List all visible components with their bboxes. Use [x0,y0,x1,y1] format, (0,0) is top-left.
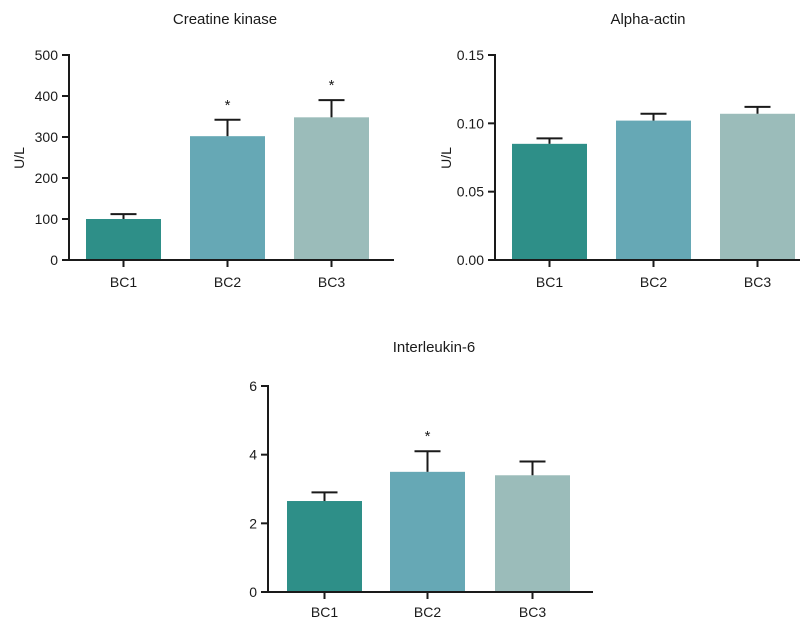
x-tick-label: BC1 [311,604,338,620]
y-tick-label: 200 [35,170,59,186]
y-tick-label: 0.00 [457,252,484,268]
x-tick-label: BC3 [318,274,345,290]
x-tick-label: BC2 [214,274,241,290]
y-tick-label: 6 [249,378,257,394]
bar-bc3 [294,117,369,260]
x-tick-label: BC3 [744,274,771,290]
x-tick-label: BC3 [519,604,546,620]
bar-bc2 [616,120,691,260]
x-tick-label: BC1 [110,274,137,290]
bar-bc1 [512,143,587,260]
y-tick-label: 100 [35,211,59,227]
y-axis-label: U/L [11,147,27,169]
bar-bc3 [495,475,570,592]
y-tick-label: 400 [35,88,59,104]
y-tick-label: 0.15 [457,47,484,63]
y-axis-label: U/L [438,147,454,169]
significance-marker: * [329,77,335,94]
x-tick-label: BC2 [640,274,667,290]
chart-title: Interleukin-6 [393,339,476,356]
bar-bc3 [720,113,795,261]
bar-bc2 [190,136,265,260]
y-tick-label: 0.10 [457,115,484,131]
bar-bc2 [390,471,465,592]
y-tick-label: 0 [50,252,58,268]
y-tick-label: 4 [249,447,257,463]
y-tick-label: 2 [249,515,257,531]
y-tick-label: 0 [249,584,257,600]
y-tick-label: 0.05 [457,184,484,200]
x-tick-label: BC1 [536,274,563,290]
chart-alpha: Alpha-actin U/L BC1 BC2 BC3 0.00 0.05 0.10 0.15 [438,11,800,290]
chart-interleukin: Interleukin-6 BC1 * BC2 BC3 0 2 4 6 [249,339,593,620]
chart-title: Creatine kinase [173,11,277,28]
chart-title: Alpha-actin [610,11,685,28]
y-tick-label: 300 [35,129,59,145]
bar-bc1 [287,501,362,592]
y-tick-label: 500 [35,47,59,63]
bar-bc1 [86,219,161,260]
significance-marker: * [425,428,431,445]
x-tick-label: BC2 [414,604,441,620]
chart-creatine: Creatine kinase U/L BC1 * BC2 * BC3 0 100 200 300 4… [11,11,394,290]
significance-marker: * [225,97,231,114]
